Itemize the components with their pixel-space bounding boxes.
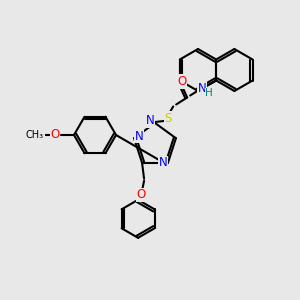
Text: O: O <box>178 75 187 88</box>
Text: N: N <box>198 82 207 95</box>
Text: N: N <box>146 115 154 128</box>
Text: O: O <box>136 188 146 201</box>
Text: S: S <box>164 112 172 125</box>
Text: H: H <box>205 88 213 98</box>
Text: N: N <box>135 130 143 143</box>
Text: CH₃: CH₃ <box>26 130 44 140</box>
Text: O: O <box>50 128 60 142</box>
Text: N: N <box>159 156 167 169</box>
